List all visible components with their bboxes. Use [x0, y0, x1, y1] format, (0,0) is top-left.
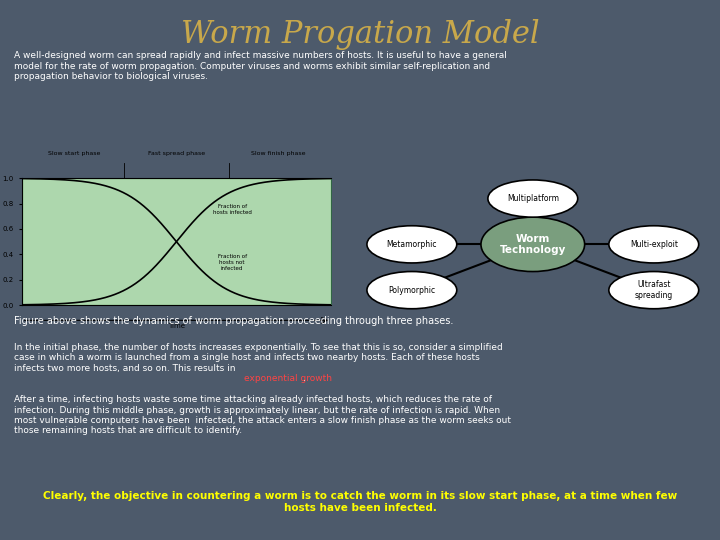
Text: Figure above shows the dynamics of worm propagation proceeding through three pha: Figure above shows the dynamics of worm … [14, 316, 454, 326]
Text: A well-designed worm can spread rapidly and infect massive numbers of hosts. It : A well-designed worm can spread rapidly … [14, 51, 508, 81]
Text: Ultrafast
spreading: Ultrafast spreading [634, 280, 673, 300]
Text: Worm Progation Model: Worm Progation Model [181, 19, 539, 50]
Text: Multi-exploit: Multi-exploit [630, 240, 678, 249]
Text: Polymorphic: Polymorphic [388, 286, 436, 295]
Text: Worm
Technology: Worm Technology [500, 233, 566, 255]
Circle shape [609, 226, 698, 263]
Circle shape [367, 226, 456, 263]
Text: After a time, infecting hosts waste some time attacking already infected hosts, : After a time, infecting hosts waste some… [14, 395, 511, 435]
Ellipse shape [481, 217, 585, 272]
Text: Fraction of
hosts not
infected: Fraction of hosts not infected [217, 254, 247, 271]
Text: exponential growth: exponential growth [244, 374, 332, 383]
Text: Time: Time [168, 323, 185, 329]
Text: Fast spread phase: Fast spread phase [148, 151, 205, 157]
Text: Slow start phase: Slow start phase [48, 151, 100, 157]
Text: Metamorphic: Metamorphic [387, 240, 437, 249]
Text: In the initial phase, the number of hosts increases exponentially. To see that t: In the initial phase, the number of host… [14, 343, 503, 373]
Text: Multiplatform: Multiplatform [507, 194, 559, 203]
Circle shape [609, 272, 698, 309]
Circle shape [488, 180, 577, 217]
Text: Clearly, the objective in countering a worm is to catch the worm in its slow sta: Clearly, the objective in countering a w… [43, 491, 677, 513]
Text: Slow finish phase: Slow finish phase [251, 151, 306, 157]
Text: Fraction of
hosts infected: Fraction of hosts infected [212, 204, 251, 215]
Circle shape [367, 272, 456, 309]
Text: .: . [303, 374, 306, 383]
